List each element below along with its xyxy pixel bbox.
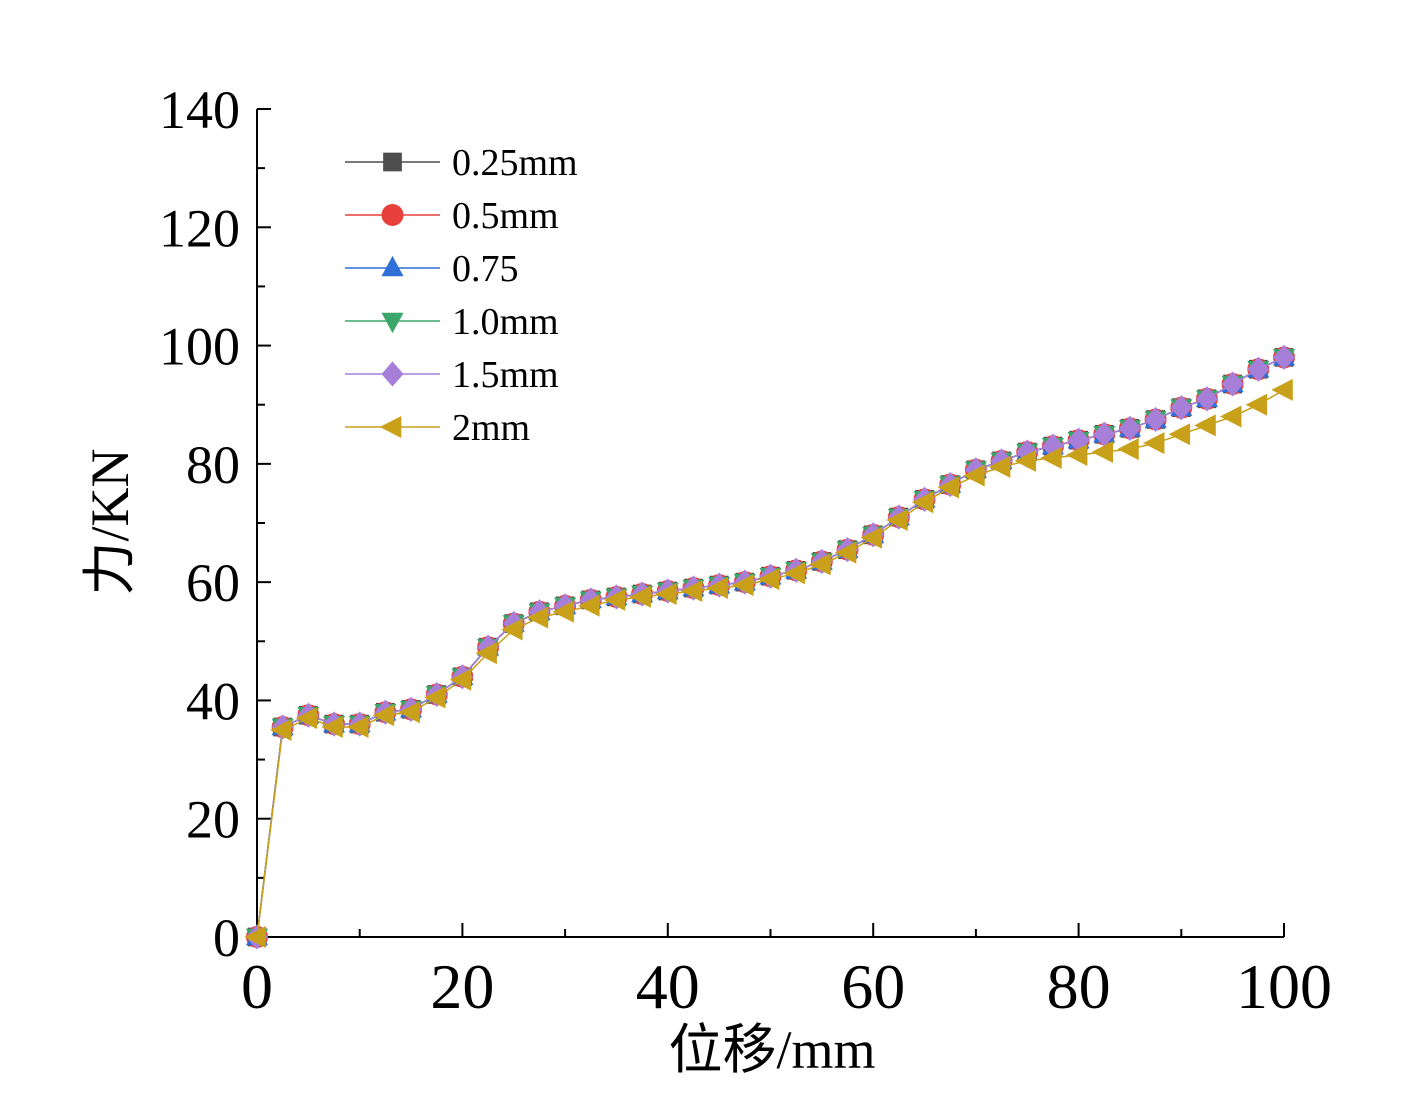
data-point <box>1170 395 1193 421</box>
legend-label: 1.0mm <box>452 301 559 343</box>
data-point <box>911 491 934 514</box>
data-point <box>372 704 395 727</box>
data-point <box>963 464 985 487</box>
data-point <box>1273 344 1295 371</box>
y-tick-label: 0 <box>213 908 240 968</box>
series-0.75 <box>246 345 1295 946</box>
data-point <box>475 642 497 665</box>
legend-item: 1.0mm <box>345 301 559 343</box>
data-point <box>757 568 780 591</box>
axes: 0 20 40 60 80 100 0 20 40 60 80 100 120 140 <box>159 80 1332 1022</box>
data-point <box>1016 439 1039 465</box>
x-axis-title: 位移/mm <box>668 1020 875 1080</box>
data-point <box>295 707 318 730</box>
data-point <box>680 580 703 603</box>
legend-item: 1.5mm <box>345 354 559 396</box>
data-point <box>1221 371 1244 397</box>
data-point <box>1195 386 1218 412</box>
data-point <box>886 509 908 532</box>
y-tick-label: 80 <box>186 435 240 495</box>
data-point <box>655 582 677 605</box>
legend-item: 0.5mm <box>345 195 559 237</box>
x-tick-label: 40 <box>636 951 700 1022</box>
data-point <box>1091 441 1114 464</box>
data-point <box>244 926 266 948</box>
y-tick-label: 20 <box>186 790 240 850</box>
x-tick-label: 60 <box>841 951 905 1022</box>
data-point <box>1065 443 1088 466</box>
y-tick-label: 40 <box>186 671 240 731</box>
data-point <box>937 476 960 499</box>
legend-marker <box>383 152 402 172</box>
plot-area <box>244 344 1295 950</box>
series-0.25mm <box>247 348 1294 947</box>
legend-marker <box>381 312 404 334</box>
y-tick-label: 120 <box>159 198 240 258</box>
data-point <box>578 594 600 617</box>
y-tick-label: 60 <box>186 553 240 613</box>
data-point <box>629 585 651 608</box>
series-2mm <box>244 378 1293 948</box>
data-point <box>1245 393 1268 416</box>
legend-label: 2mm <box>452 407 530 449</box>
legend: 0.25mm 0.5mm 0.75 1.0mm 1.5mm 2mm <box>345 142 578 449</box>
y-tick-label: 100 <box>159 317 240 377</box>
data-point <box>1014 449 1037 472</box>
data-point <box>834 541 857 564</box>
data-point <box>1142 432 1165 455</box>
data-point <box>1117 438 1139 461</box>
legend-label: 1.5mm <box>452 354 559 396</box>
data-point <box>398 701 420 724</box>
legend-marker <box>381 255 404 277</box>
x-tick-label: 20 <box>430 951 494 1022</box>
data-point <box>1144 406 1167 433</box>
legend-item: 2mm <box>345 407 530 449</box>
data-point <box>552 600 574 623</box>
data-point <box>526 606 549 629</box>
x-tick-label: 0 <box>241 951 273 1022</box>
y-axis-title: 力/KN <box>80 449 140 596</box>
data-point <box>321 716 343 739</box>
data-point <box>347 716 369 739</box>
series-line <box>256 389 1285 938</box>
legend-marker <box>379 416 402 438</box>
x-tick-label: 80 <box>1047 951 1111 1022</box>
data-point <box>783 562 805 585</box>
y-tick-label: 140 <box>159 80 240 140</box>
x-tick-label: 100 <box>1236 951 1332 1022</box>
data-point <box>449 668 472 691</box>
data-point <box>809 553 831 576</box>
legend-marker <box>381 361 404 387</box>
data-point <box>860 526 882 549</box>
data-point <box>1247 356 1270 382</box>
data-point <box>1220 405 1242 428</box>
data-point <box>270 719 292 741</box>
data-point <box>1194 414 1216 437</box>
data-point <box>706 577 728 600</box>
data-point <box>1168 423 1191 446</box>
data-point <box>603 588 626 611</box>
data-point <box>424 686 446 709</box>
data-point <box>1118 415 1141 442</box>
data-point <box>501 618 523 641</box>
legend-label: 0.5mm <box>452 195 559 237</box>
data-point <box>1040 446 1062 469</box>
data-point <box>1271 378 1293 401</box>
legend-label: 0.25mm <box>452 142 578 184</box>
legend-item: 0.75 <box>345 248 519 290</box>
legend-item: 0.25mm <box>345 142 578 184</box>
data-point <box>988 455 1011 478</box>
data-point <box>1093 421 1116 447</box>
data-point <box>732 574 754 597</box>
legend-marker <box>381 204 404 226</box>
legend-label: 0.75 <box>452 248 519 290</box>
